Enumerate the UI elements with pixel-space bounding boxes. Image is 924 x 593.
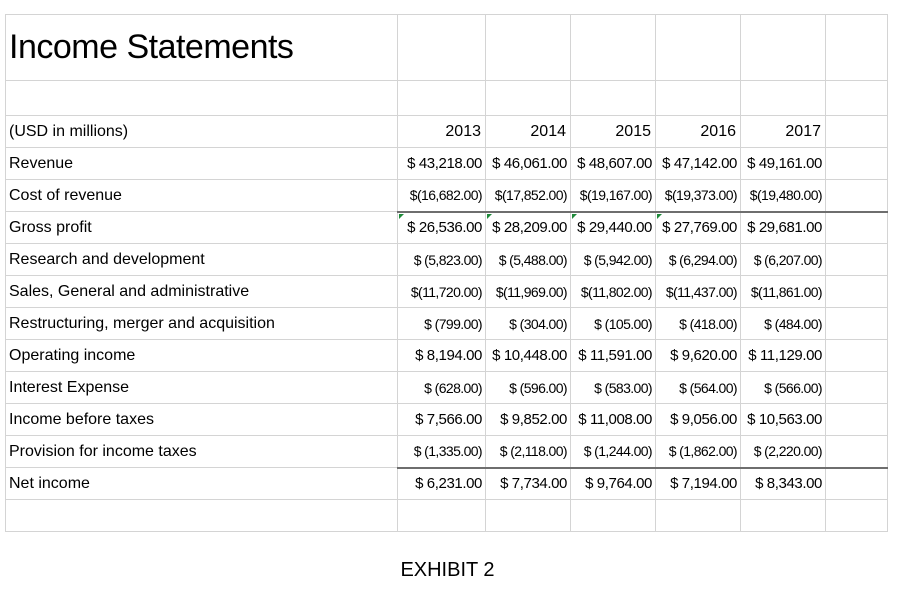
value-cell[interactable]: $ 29,440.00 [570, 210, 656, 244]
spreadsheet: Income Statements (USD in millions) 2013… [5, 14, 888, 532]
value-cell[interactable]: $(19,480.00) [740, 179, 826, 212]
value-cell[interactable]: $ (596.00) [485, 371, 571, 404]
value-cell[interactable]: $ (1,862.00) [655, 435, 741, 468]
row-label[interactable]: Operating income [5, 339, 398, 372]
year-header[interactable]: 2015 [570, 115, 656, 148]
value-cell[interactable]: $ (564.00) [655, 371, 741, 404]
row-label[interactable]: Revenue [5, 147, 398, 180]
year-header[interactable]: 2013 [397, 115, 486, 148]
value-cell[interactable]: $ (628.00) [397, 371, 486, 404]
value-cell[interactable]: $ 47,142.00 [655, 147, 741, 180]
value-cell[interactable]: $ 49,161.00 [740, 147, 826, 180]
row-label[interactable]: Gross profit [5, 211, 398, 244]
value-cell[interactable]: $ 7,194.00 [655, 466, 741, 500]
unit-label[interactable]: (USD in millions) [5, 115, 398, 148]
blank-row [5, 499, 888, 532]
value-cell[interactable]: $ (418.00) [655, 307, 741, 340]
value-cell[interactable]: $ 11,129.00 [740, 339, 826, 372]
value-cell[interactable]: $ (304.00) [485, 307, 571, 340]
value-cell[interactable]: $ 6,231.00 [397, 466, 486, 500]
table-row: Sales, General and administrative $(11,72… [5, 275, 888, 308]
row-label[interactable]: Provision for income taxes [5, 435, 398, 468]
value-cell[interactable]: $ 27,769.00 [655, 210, 741, 244]
value-cell[interactable]: $ (1,244.00) [570, 435, 656, 468]
value-cell[interactable]: $ 10,563.00 [740, 403, 826, 436]
value-cell[interactable]: $ 11,591.00 [570, 339, 656, 372]
row-label[interactable]: Restructuring, merger and acquisition [5, 307, 398, 340]
value-cell[interactable]: $ (105.00) [570, 307, 656, 340]
value-cell[interactable]: $ 9,764.00 [570, 466, 656, 500]
table-row: Revenue $ 43,218.00 $ 46,061.00 $ 48,607.00… [5, 147, 888, 180]
table-row: Restructuring, merger and acquisition $ (… [5, 307, 888, 340]
table-row: Provision for income taxes $ (1,335.00) $ … [5, 435, 888, 468]
table-row: Operating income $ 8,194.00 $ 10,448.00 $ 1… [5, 339, 888, 372]
value-cell[interactable]: $ (2,220.00) [740, 435, 826, 468]
value-cell[interactable]: $(16,682.00) [397, 179, 486, 212]
year-header[interactable]: 2014 [485, 115, 571, 148]
row-label[interactable]: Interest Expense [5, 371, 398, 404]
table-row: Gross profit $ 26,536.00 $ 28,209.00 $ 29,4… [5, 210, 888, 244]
value-cell[interactable]: $(11,802.00) [570, 275, 656, 308]
value-cell[interactable]: $ 10,448.00 [485, 339, 571, 372]
table-row: Income before taxes $ 7,566.00 $ 9,852.00 $… [5, 403, 888, 436]
value-cell[interactable]: $(11,861.00) [740, 275, 826, 308]
error-flag-icon [399, 213, 404, 219]
value-cell[interactable]: $ 28,209.00 [485, 210, 571, 244]
value-cell[interactable]: $(11,437.00) [655, 275, 741, 308]
row-label[interactable]: Cost of revenue [5, 179, 398, 212]
error-flag-icon [657, 213, 662, 219]
value-cell[interactable]: $ 8,194.00 [397, 339, 486, 372]
income-statement-table: Income Statements (USD in millions) 2013… [5, 14, 888, 532]
error-flag-icon [487, 213, 492, 219]
value-cell[interactable]: $ 11,008.00 [570, 403, 656, 436]
value-cell[interactable]: $ (799.00) [397, 307, 486, 340]
value-cell[interactable]: $(19,373.00) [655, 179, 741, 212]
blank-row [5, 80, 888, 116]
error-flag-icon [572, 213, 577, 219]
value-cell[interactable]: $ 9,852.00 [485, 403, 571, 436]
header-row: (USD in millions) 2013 2014 2015 2016 20… [5, 115, 888, 148]
value-cell[interactable]: $ 9,620.00 [655, 339, 741, 372]
value-cell[interactable]: $ 43,218.00 [397, 147, 486, 180]
value-cell[interactable]: $ (5,488.00) [485, 243, 571, 276]
value-cell[interactable]: $ 7,734.00 [485, 466, 571, 500]
value-cell[interactable]: $ (6,294.00) [655, 243, 741, 276]
value-cell[interactable]: $ (5,823.00) [397, 243, 486, 276]
row-label[interactable]: Research and development [5, 243, 398, 276]
value-cell[interactable]: $(11,969.00) [485, 275, 571, 308]
value-cell[interactable]: $(19,167.00) [570, 179, 656, 212]
table-row: Net income $ 6,231.00 $ 7,734.00 $ 9,764.00… [5, 466, 888, 500]
table-row: Research and development $ (5,823.00) $ (5… [5, 243, 888, 276]
value-cell[interactable]: $ (5,942.00) [570, 243, 656, 276]
value-cell[interactable]: $ (6,207.00) [740, 243, 826, 276]
row-label[interactable]: Sales, General and administrative [5, 275, 398, 308]
value-cell[interactable]: $(11,720.00) [397, 275, 486, 308]
value-cell[interactable]: $ 48,607.00 [570, 147, 656, 180]
title-row: Income Statements [5, 14, 888, 81]
table-row: Interest Expense $ (628.00) $ (596.00) $ (5… [5, 371, 888, 404]
row-label[interactable]: Net income [5, 467, 398, 500]
value-cell[interactable]: $ 26,536.00 [397, 210, 486, 244]
value-cell[interactable]: $ (583.00) [570, 371, 656, 404]
exhibit-caption: EXHIBIT 2 [400, 559, 495, 581]
value-cell[interactable]: $ 7,566.00 [397, 403, 486, 436]
table-row: Cost of revenue $(16,682.00) $(17,852.00) $… [5, 179, 888, 212]
value-cell[interactable]: $ (484.00) [740, 307, 826, 340]
value-cell[interactable]: $ 8,343.00 [740, 466, 826, 500]
value-cell[interactable]: $ (2,118.00) [485, 435, 571, 468]
value-cell[interactable]: $ (566.00) [740, 371, 826, 404]
value-cell[interactable]: $ 46,061.00 [485, 147, 571, 180]
value-cell[interactable]: $(17,852.00) [485, 179, 571, 212]
year-header[interactable]: 2016 [655, 115, 741, 148]
value-cell[interactable]: $ 29,681.00 [740, 210, 826, 244]
year-header[interactable]: 2017 [740, 115, 826, 148]
sheet-title[interactable]: Income Statements [5, 14, 398, 81]
value-cell[interactable]: $ (1,335.00) [397, 435, 486, 468]
value-cell[interactable]: $ 9,056.00 [655, 403, 741, 436]
row-label[interactable]: Income before taxes [5, 403, 398, 436]
